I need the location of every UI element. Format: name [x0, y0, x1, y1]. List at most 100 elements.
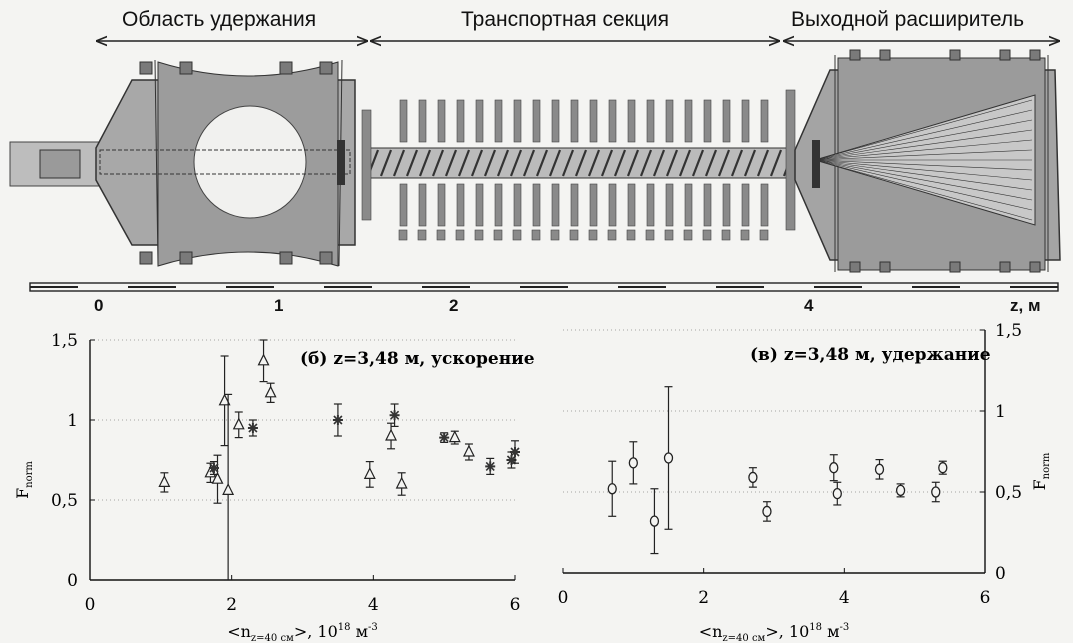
- data-point-triangle: [222, 483, 235, 495]
- x-axis-label-part: >, 10: [294, 622, 338, 641]
- y-tick-label: 1: [995, 402, 1006, 422]
- expander-coil: [999, 261, 1011, 273]
- transport-coil: [475, 99, 484, 143]
- transport-coil: [741, 99, 750, 143]
- helix-winding: [665, 149, 679, 177]
- transport-coil: [437, 183, 446, 227]
- helix-winding: [730, 149, 744, 177]
- y-axis-label-sub: norm: [24, 461, 35, 488]
- x-axis-label-part: <n: [699, 622, 723, 641]
- transport-coil: [608, 99, 617, 143]
- field-line: [814, 159, 1033, 191]
- y-tick-label: 1,5: [995, 321, 1022, 341]
- transport-coil: [722, 99, 731, 143]
- field-line: [814, 149, 1033, 161]
- z-scale-bar: [29, 282, 1059, 292]
- transport-coil: [684, 183, 693, 227]
- helix-winding: [457, 149, 471, 177]
- y-axis-label-main: F: [1030, 479, 1049, 490]
- helix-winding: [743, 149, 757, 177]
- data-point-triangle: [257, 353, 270, 366]
- transport-coil-foot: [740, 229, 750, 241]
- section-confinement-title: Область удержания: [122, 8, 317, 31]
- field-line: [814, 159, 1033, 181]
- transport-coil: [494, 183, 503, 227]
- x-tick-label: 4: [368, 595, 379, 615]
- transport-coil-foot: [417, 229, 427, 241]
- helix-winding: [717, 149, 731, 177]
- transport-coil-foot: [759, 229, 769, 241]
- confinement-coil: [179, 61, 193, 75]
- x-axis-label-sup: -3: [840, 622, 850, 633]
- transport-coil-foot: [455, 229, 465, 241]
- x-axis-label-part: <n: [227, 622, 251, 641]
- y-tick-label: 1,5: [51, 331, 78, 351]
- transport-coil-foot: [531, 229, 541, 241]
- transport-coil: [760, 99, 769, 143]
- data-point-circle: [895, 484, 906, 497]
- helix-winding: [600, 149, 614, 177]
- expander-coil: [949, 49, 961, 61]
- section-transport-title: Транспортная секция: [461, 8, 669, 31]
- expander-coil: [849, 261, 861, 273]
- transport-coil: [741, 183, 750, 227]
- transport-coil: [551, 183, 560, 227]
- star-stroke: [209, 463, 219, 473]
- transport-coil-foot: [474, 229, 484, 241]
- data-point-star: [389, 410, 400, 421]
- transport-coil: [665, 183, 674, 227]
- transport-coil-foot: [512, 229, 522, 241]
- helix-winding: [756, 149, 770, 177]
- scale-tick-0: 0: [94, 296, 104, 315]
- star-stroke: [390, 410, 400, 420]
- transport-coil: [418, 183, 427, 227]
- star-stroke: [506, 455, 517, 465]
- x-tick-label: 4: [839, 588, 850, 608]
- field-line: [814, 99, 1033, 161]
- y-axis-label-main: F: [13, 488, 32, 499]
- confinement-coil: [139, 61, 153, 75]
- data-point-triangle: [264, 385, 277, 398]
- transport-coil: [646, 99, 655, 143]
- x-tick-label: 2: [226, 595, 237, 615]
- data-point-circle: [938, 462, 948, 474]
- y-axis-label: Fnorm: [1030, 452, 1052, 490]
- data-point-circle: [832, 487, 842, 500]
- expander-coils: [849, 49, 1041, 273]
- x-axis-label-part: м: [822, 622, 840, 641]
- data-point-circle: [628, 457, 638, 469]
- scale-tick-4: 4: [804, 296, 814, 315]
- confinement-coil: [319, 61, 333, 75]
- y-tick-label: 0: [67, 571, 78, 591]
- field-line: [814, 129, 1033, 161]
- x-axis-label-sup: -3: [368, 622, 378, 633]
- confinement-coils: [139, 61, 333, 265]
- data-point-star: [439, 432, 450, 443]
- helix-winding: [509, 149, 523, 177]
- transport-coil-foot: [607, 229, 617, 241]
- transport-coil-foot: [569, 229, 579, 241]
- confinement-coil: [279, 251, 293, 265]
- transport-coil-foot: [721, 229, 731, 241]
- helix-winding: [483, 149, 497, 177]
- scale-unit: z, м: [1010, 296, 1041, 315]
- expander-coil: [999, 49, 1011, 61]
- transport-coil: [665, 99, 674, 143]
- confinement-coil: [279, 61, 293, 75]
- helix-winding: [548, 149, 562, 177]
- transport-coil-foot: [493, 229, 503, 241]
- expander-coil: [879, 261, 891, 273]
- transport-coil: [418, 99, 427, 143]
- data-point-circle: [649, 515, 660, 527]
- data-point-star: [208, 463, 219, 473]
- data-point-circle: [762, 505, 772, 518]
- helix-winding: [470, 149, 484, 177]
- transport-coil: [456, 99, 465, 143]
- flange: [361, 109, 372, 221]
- transport-coil: [703, 99, 712, 143]
- data-point-triangle: [395, 476, 408, 489]
- transport-coil: [513, 183, 522, 227]
